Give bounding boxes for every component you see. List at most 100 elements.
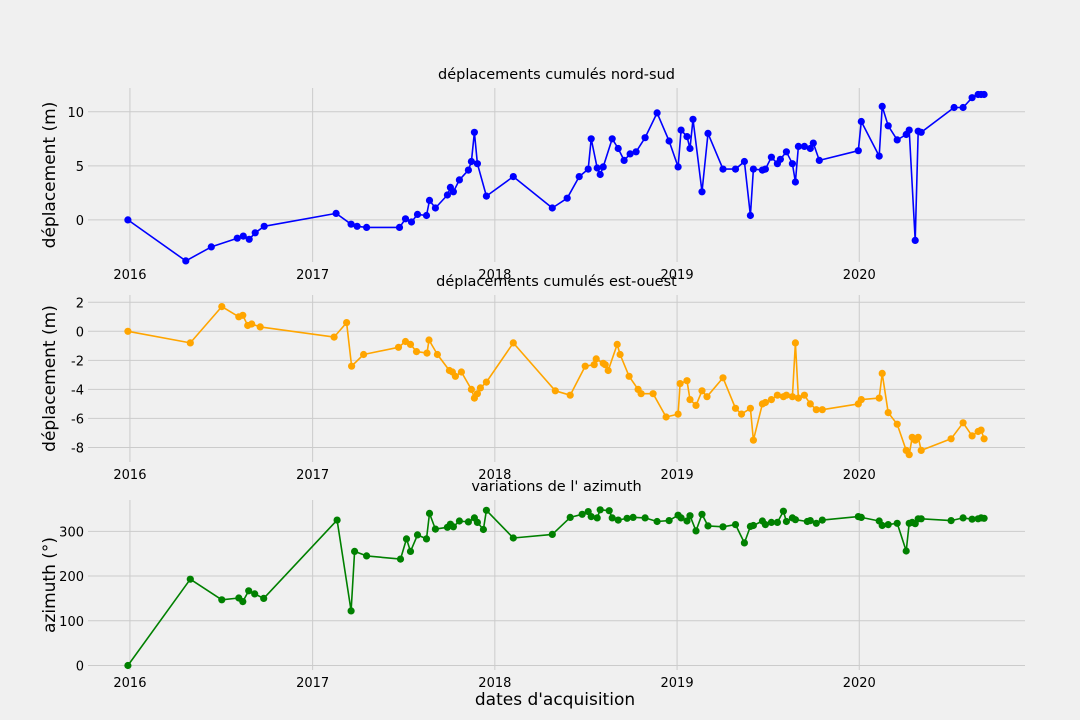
data-point: [616, 350, 624, 359]
data-point: [566, 391, 574, 399]
data-point: [449, 188, 457, 196]
y-tick-label: 0: [76, 214, 84, 229]
data-point: [806, 400, 814, 408]
data-point: [857, 513, 865, 522]
data-point: [704, 129, 712, 137]
data-point: [413, 531, 422, 539]
data-point: [917, 446, 925, 454]
data-point: [818, 406, 826, 414]
data-point: [124, 327, 132, 335]
data-point: [587, 135, 595, 143]
data-point: [587, 513, 595, 521]
data-point: [683, 517, 691, 525]
data-point: [590, 361, 598, 369]
data-point: [884, 521, 892, 529]
data-point: [406, 340, 415, 348]
data-point: [649, 390, 657, 398]
data-point: [749, 436, 758, 444]
data-point: [893, 420, 901, 428]
data-point: [968, 94, 976, 102]
data-point: [749, 165, 758, 173]
data-point: [809, 139, 817, 147]
data-point: [566, 513, 574, 522]
y-tick-label: -4: [71, 383, 84, 398]
data-point: [396, 555, 405, 563]
data-point: [451, 372, 459, 380]
data-point: [641, 514, 649, 522]
data-point: [551, 387, 559, 395]
data-point: [575, 173, 583, 181]
data-point: [806, 517, 814, 525]
data-point: [683, 133, 691, 141]
data-point: [239, 232, 247, 240]
data-point: [620, 156, 628, 164]
data-point: [563, 194, 571, 202]
data-point: [683, 377, 691, 385]
data-point: [917, 515, 925, 523]
data-point: [476, 384, 484, 392]
data-point: [800, 142, 809, 150]
data-point: [878, 102, 886, 110]
data-point: [124, 216, 132, 224]
data-point: [330, 333, 338, 341]
x-tick-label: 2017: [296, 268, 329, 283]
data-point: [625, 372, 633, 380]
data-point: [548, 204, 556, 212]
data-point: [782, 148, 791, 156]
data-point: [412, 348, 421, 356]
data-point: [854, 147, 862, 155]
data-point: [806, 144, 814, 153]
x-tick-label: 2017: [296, 676, 329, 691]
data-point: [251, 229, 259, 237]
data-point: [449, 523, 457, 531]
data-point: [251, 590, 259, 598]
y-tick-label: -2: [71, 354, 84, 369]
x-tick-label: 2016: [113, 676, 146, 691]
data-point: [761, 165, 770, 173]
panel-title: déplacements cumulés nord-sud: [438, 67, 675, 83]
data-point: [218, 303, 226, 311]
data-point: [207, 243, 215, 251]
x-tick-label: 2020: [843, 268, 876, 283]
data-point: [875, 152, 883, 160]
data-point: [812, 406, 820, 414]
data-point: [665, 137, 673, 145]
data-point: [686, 144, 694, 153]
data-point: [788, 160, 797, 168]
data-point: [605, 507, 613, 515]
x-tick-label: 2019: [661, 268, 694, 283]
data-point: [779, 507, 788, 515]
data-point: [629, 513, 637, 522]
data-point: [653, 109, 661, 117]
data-point: [980, 514, 988, 522]
data-point: [884, 409, 892, 417]
data-point: [509, 339, 517, 347]
data-point: [641, 134, 649, 142]
x-tick-label: 2019: [661, 676, 694, 691]
data-point: [425, 336, 433, 344]
data-point: [482, 506, 490, 514]
panel-east-west: 2016 2017 2018 2019 2020 -8 -6 -4 -2 0 2 déplacemen…: [40, 274, 1025, 483]
x-tick-label: 2016: [113, 268, 146, 283]
data-point: [794, 142, 803, 150]
data-point: [422, 535, 431, 543]
data-point: [878, 521, 886, 530]
data-point: [353, 222, 361, 230]
data-point: [186, 575, 194, 583]
y-tick-label: 0: [76, 325, 84, 340]
data-point: [592, 355, 600, 363]
data-point: [704, 522, 712, 530]
x-tick-label: 2018: [478, 676, 511, 691]
data-point: [423, 349, 431, 357]
data-point: [425, 196, 434, 204]
data-point: [977, 426, 985, 434]
data-point: [248, 320, 256, 328]
data-point: [413, 210, 422, 218]
data-point: [407, 218, 416, 226]
data-point: [343, 319, 351, 327]
data-point: [761, 398, 770, 407]
data-point: [767, 518, 776, 527]
data-point: [239, 598, 247, 606]
plot-area: [88, 500, 1025, 670]
data-point: [800, 391, 809, 399]
